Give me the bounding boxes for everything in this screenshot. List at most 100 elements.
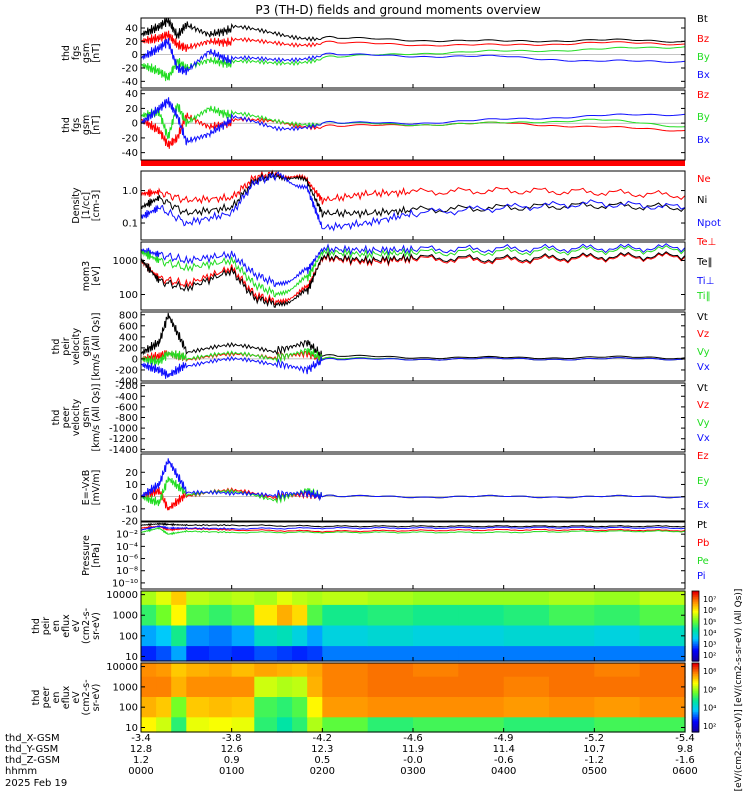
spectrogram-cell [292,697,308,718]
spectrogram-cell [186,717,210,733]
y-axis-label-line: [eV] [91,266,102,286]
spectrogram-cell [254,676,278,698]
y-tick-label: -1000 [109,424,138,435]
spectrogram-cell [171,591,187,606]
y-tick-label: 1000 [113,611,138,622]
series-line-Ne [140,169,686,205]
y-tick-label: 100 [119,703,138,714]
panel-frame [140,17,686,89]
panel-1: Bt Bz By Bx 40 20 0 -20 -40 thd fgs gsm [nT] [61,14,710,89]
y-tick-label: -1200 [109,434,138,445]
panel-frame [140,453,686,522]
spectrogram-cell [186,663,210,678]
y-axis-label-line: eflux [61,685,72,709]
series-line-Te⊥ [140,252,686,306]
colorbar-tick-label: 10² [703,651,716,660]
date-label: 2025 Feb 19 [5,778,67,789]
spectrogram-cell [367,646,414,662]
spectrogram-cell [322,717,369,733]
spectrogram-cell [413,591,459,606]
legend-entry-2: Bz [697,34,709,45]
colorbar-segment [692,683,699,686]
spectrogram-cell [141,604,157,627]
colorbar-tick-label: 10⁴ [703,629,716,638]
spectrogram-cell [292,663,308,678]
x-row-label: thd_Y-GSM [5,744,58,755]
colorbar-segment [692,596,699,599]
spectrogram-cell [141,625,157,647]
colorbar-segment [692,650,699,653]
panel-frame [140,311,686,382]
colorbar-segment [692,643,699,646]
legend-entry-3: Pe [697,556,709,567]
spectrogram-cell [413,646,459,662]
y-axis-label-line: fgs [71,46,82,60]
spectrogram-cell [156,604,172,627]
x-row-value: 12.3 [311,744,333,755]
spectrogram-cell [171,697,187,718]
x-row-value: 12.8 [130,744,152,755]
colorbar-segment [692,640,699,643]
spectrogram-cell [231,663,255,678]
colorbar-segment [692,638,699,641]
spectrogram-cell [503,646,550,662]
spectrogram-cell [141,676,157,698]
spectrogram-cell [367,591,414,606]
spectrogram-cell [594,717,641,733]
x-row-value: 0200 [310,766,335,777]
x-row-value: 0500 [582,766,607,777]
legend-entry-2: Ni [697,195,707,206]
spectrogram-cell [277,663,293,678]
colorbar-segment [692,714,699,718]
series-line-Ey [140,476,686,507]
y-axis-label-line: velocity [71,328,82,366]
spectrogram-cell [209,676,233,698]
y-axis-label-line: velocity [71,399,82,437]
y-axis-label-line: [nPa] [91,543,102,568]
y-tick-label: -20 [122,64,138,75]
colorbar-segment [692,718,699,721]
spectrogram-cell [639,697,686,718]
legend-entry-4: Ti‖ [696,291,711,302]
y-tick-label: 10⁻¹⁰ [112,578,138,589]
y-axis-label-line: peir [41,617,52,636]
y-axis-label-line: [nT] [91,43,102,62]
colorbar-segment [692,605,699,608]
x-row-value: 10.7 [583,744,605,755]
colorbar-segment [692,709,699,712]
legend-entry-2: Vz [697,329,709,340]
spectrogram-cell [141,663,157,678]
y-axis-label-line: gsm [81,115,92,135]
spectrogram-cell [277,604,293,627]
spectrogram-cell [307,646,323,662]
legend-entry-1: Vt [697,312,708,323]
spectrogram-cell [171,604,187,627]
y-tick-label: 10000 [106,662,138,673]
colorbar-segment [692,728,699,731]
colorbar-segment [692,652,699,655]
colorbar-segment [692,713,699,716]
y-tick-label: 20 [125,468,138,479]
y-tick-label: 10 [125,480,138,491]
x-row-value: 0100 [219,766,244,777]
series-line-Pe [140,526,686,536]
y-tick-label: -20 [122,133,138,144]
panel-6: Vt Vz Vy Vx -200-400-600-800-1000-1200-1400 t… [51,381,710,456]
spectrogram-cell [209,663,233,678]
spectrogram-cell [254,717,278,733]
spectrogram-cell [277,625,293,647]
series-line-Bt [140,17,686,43]
colorbar-segment [692,608,699,611]
spectrogram-cell [254,591,278,606]
colorbar-frame [691,662,700,733]
spectrogram-cell [549,717,595,733]
y-tick-label: 10⁻² [116,530,138,541]
colorbar-segment [692,701,699,704]
colorbar-segment [692,647,699,650]
colorbar-segment [692,726,699,730]
x-row-value: 0300 [400,766,425,777]
x-row-value: -0.6 [494,755,514,766]
legend-entry-3: Bx [697,135,710,146]
colorbar-segment [692,663,699,666]
legend-entry-1: Te⊥ [696,237,716,248]
